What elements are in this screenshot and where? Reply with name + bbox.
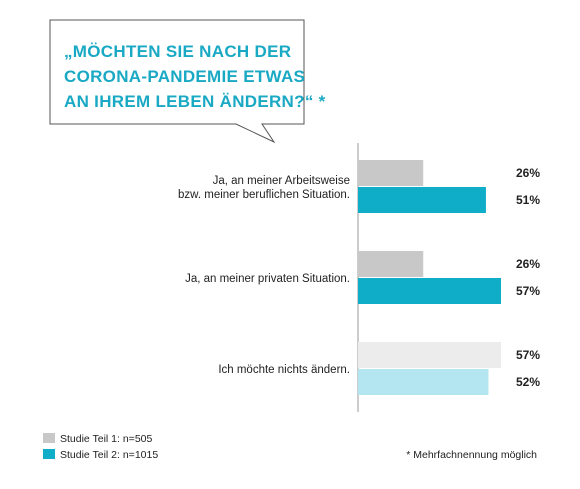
category-label-cat2-line1: Ja, an meiner privaten Situation. [185, 273, 350, 285]
category-label-cat1-line2: bzw. meiner beruflichen Situation. [178, 189, 350, 201]
legend-label-teil2: Studie Teil 2: n=1015 [60, 449, 158, 461]
legend-label-teil1: Studie Teil 1: n=505 [60, 433, 152, 445]
speech-bubble [49, 19, 305, 144]
legend: Studie Teil 1: n=505 Studie Teil 2: n=10… [43, 433, 158, 461]
title-line-1: „MÖCHTEN SIE NACH DER [64, 42, 291, 61]
footnote: * Mehrfachnennung möglich [406, 449, 537, 461]
category-labels: Ja, an meiner Arbeitsweise bzw. meiner be… [178, 175, 350, 376]
category-label-cat3-line1: Ich möchte nichts ändern. [218, 364, 350, 376]
value-labels: 26% 51% 26% 57% 57% 52% [516, 166, 540, 389]
bar-teil2-cat1 [358, 187, 486, 213]
value-label-teil2-cat3: 52% [516, 375, 540, 389]
bars-group [358, 160, 501, 395]
title-line-3: AN IHREM LEBEN ÄNDERN?“ * [64, 92, 326, 111]
bar-teil2-cat3 [358, 369, 489, 395]
value-label-teil1-cat2: 26% [516, 257, 540, 271]
category-label-cat1-line1: Ja, an meiner Arbeitsweise [213, 175, 350, 187]
bar-teil1-cat1 [358, 160, 424, 186]
bar-teil1-cat2 [358, 251, 424, 277]
value-label-teil2-cat1: 51% [516, 193, 540, 207]
legend-swatch-teil1 [43, 433, 55, 443]
title-line-2: CORONA-PANDEMIE ETWAS [64, 67, 305, 86]
bar-teil2-cat2 [358, 278, 501, 304]
value-label-teil1-cat1: 26% [516, 166, 540, 180]
value-label-teil1-cat3: 57% [516, 348, 540, 362]
value-label-teil2-cat2: 57% [516, 284, 540, 298]
bar-teil1-cat3 [358, 342, 501, 368]
legend-swatch-teil2 [43, 449, 55, 459]
